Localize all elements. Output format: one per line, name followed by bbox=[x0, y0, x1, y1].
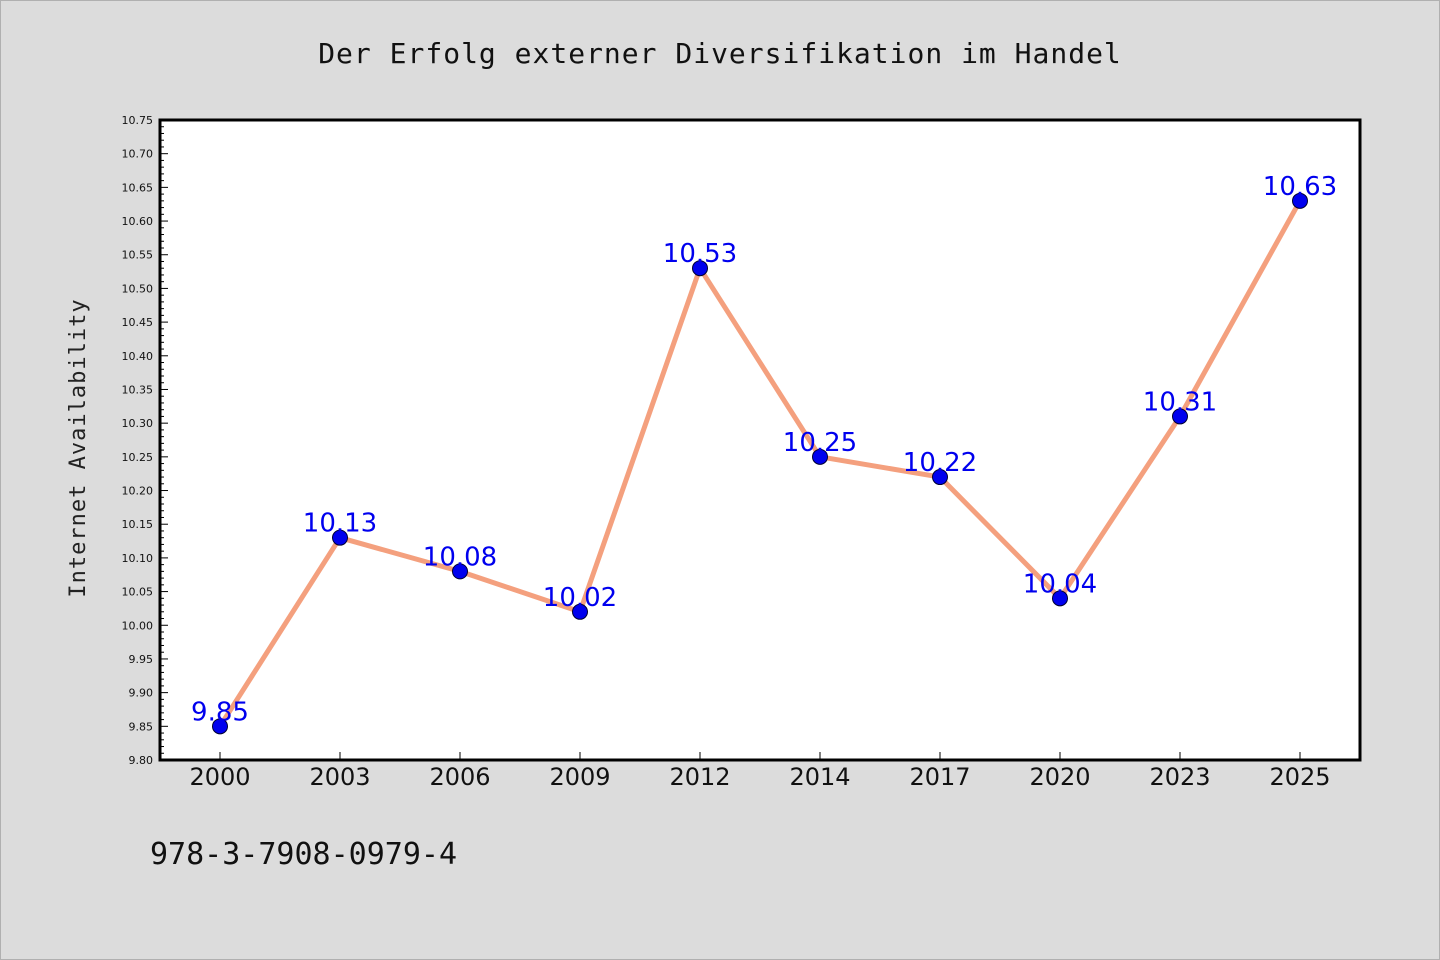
y-axis-ticks: 9.80 9.85 9.90 9.95 10.00 10.05 10.10 10.15 10.2… bbox=[122, 114, 168, 767]
y-tick-label: 10.40 bbox=[122, 350, 154, 363]
data-point bbox=[812, 448, 828, 465]
data-point bbox=[452, 563, 468, 580]
x-tick-label: 2006 bbox=[429, 763, 490, 791]
x-tick-label: 2000 bbox=[189, 763, 250, 791]
data-label: 10.63 bbox=[1263, 172, 1337, 202]
data-label: 10.22 bbox=[903, 448, 977, 478]
x-tick-label: 2023 bbox=[1149, 763, 1210, 791]
y-tick-label: 10.70 bbox=[122, 148, 154, 161]
chart-title: Der Erfolg externer Diversifikation im H… bbox=[318, 37, 1122, 70]
data-point bbox=[1052, 590, 1068, 607]
x-tick-label: 2020 bbox=[1029, 763, 1090, 791]
x-tick-label: 2014 bbox=[789, 763, 850, 791]
y-axis-minor-ticks bbox=[160, 126, 164, 754]
data-label: 10.13 bbox=[303, 509, 377, 539]
data-label: 9.85 bbox=[191, 697, 249, 727]
y-tick-label: 10.75 bbox=[122, 114, 154, 127]
y-tick-label: 9.95 bbox=[129, 653, 154, 666]
y-axis-label: Internet Availability bbox=[66, 298, 91, 597]
data-label: 10.04 bbox=[1023, 569, 1097, 599]
y-tick-label: 10.50 bbox=[122, 282, 154, 295]
data-label: 10.08 bbox=[423, 542, 497, 572]
data-point bbox=[1172, 408, 1188, 425]
y-tick-label: 10.55 bbox=[122, 249, 154, 262]
y-tick-label: 10.30 bbox=[122, 417, 154, 430]
x-tick-label: 2003 bbox=[309, 763, 370, 791]
y-tick-label: 9.90 bbox=[129, 687, 154, 700]
x-tick-label: 2012 bbox=[669, 763, 730, 791]
x-tick-label: 2017 bbox=[909, 763, 970, 791]
y-tick-label: 10.65 bbox=[122, 181, 154, 194]
y-tick-label: 10.25 bbox=[122, 451, 154, 464]
x-axis-ticks: 2000 2003 2006 2009 2012 2014 2017 2020 2023 2025 bbox=[189, 752, 1331, 791]
isbn-text: 978-3-7908-0979-4 bbox=[150, 837, 457, 872]
data-label: 10.02 bbox=[543, 583, 617, 613]
y-tick-label: 10.20 bbox=[122, 485, 154, 498]
data-point bbox=[1292, 192, 1308, 209]
y-tick-label: 9.80 bbox=[129, 754, 154, 767]
data-point bbox=[692, 260, 708, 277]
x-tick-label: 2025 bbox=[1269, 763, 1330, 791]
series-line bbox=[217, 198, 1303, 729]
data-point bbox=[572, 603, 588, 620]
x-tick-label: 2009 bbox=[549, 763, 610, 791]
y-tick-label: 10.35 bbox=[122, 383, 154, 396]
y-tick-label: 10.15 bbox=[122, 518, 154, 531]
data-label: 10.31 bbox=[1143, 387, 1217, 417]
data-label: 10.53 bbox=[663, 239, 737, 269]
y-tick-label: 10.10 bbox=[122, 552, 154, 565]
y-tick-label: 10.45 bbox=[122, 316, 154, 329]
y-tick-label: 10.05 bbox=[122, 586, 154, 599]
data-point bbox=[332, 529, 348, 546]
y-tick-label: 10.00 bbox=[122, 619, 154, 632]
data-labels: 9.85 10.13 10.08 10.02 10.53 10.25 10.22 10.04 1… bbox=[191, 172, 1337, 727]
data-label: 10.25 bbox=[783, 428, 857, 458]
data-point bbox=[212, 718, 228, 735]
series-layer bbox=[212, 192, 1308, 735]
data-point bbox=[932, 469, 948, 486]
y-tick-label: 9.85 bbox=[129, 720, 154, 733]
y-tick-label: 10.60 bbox=[122, 215, 154, 228]
plot-area bbox=[158, 118, 1362, 762]
